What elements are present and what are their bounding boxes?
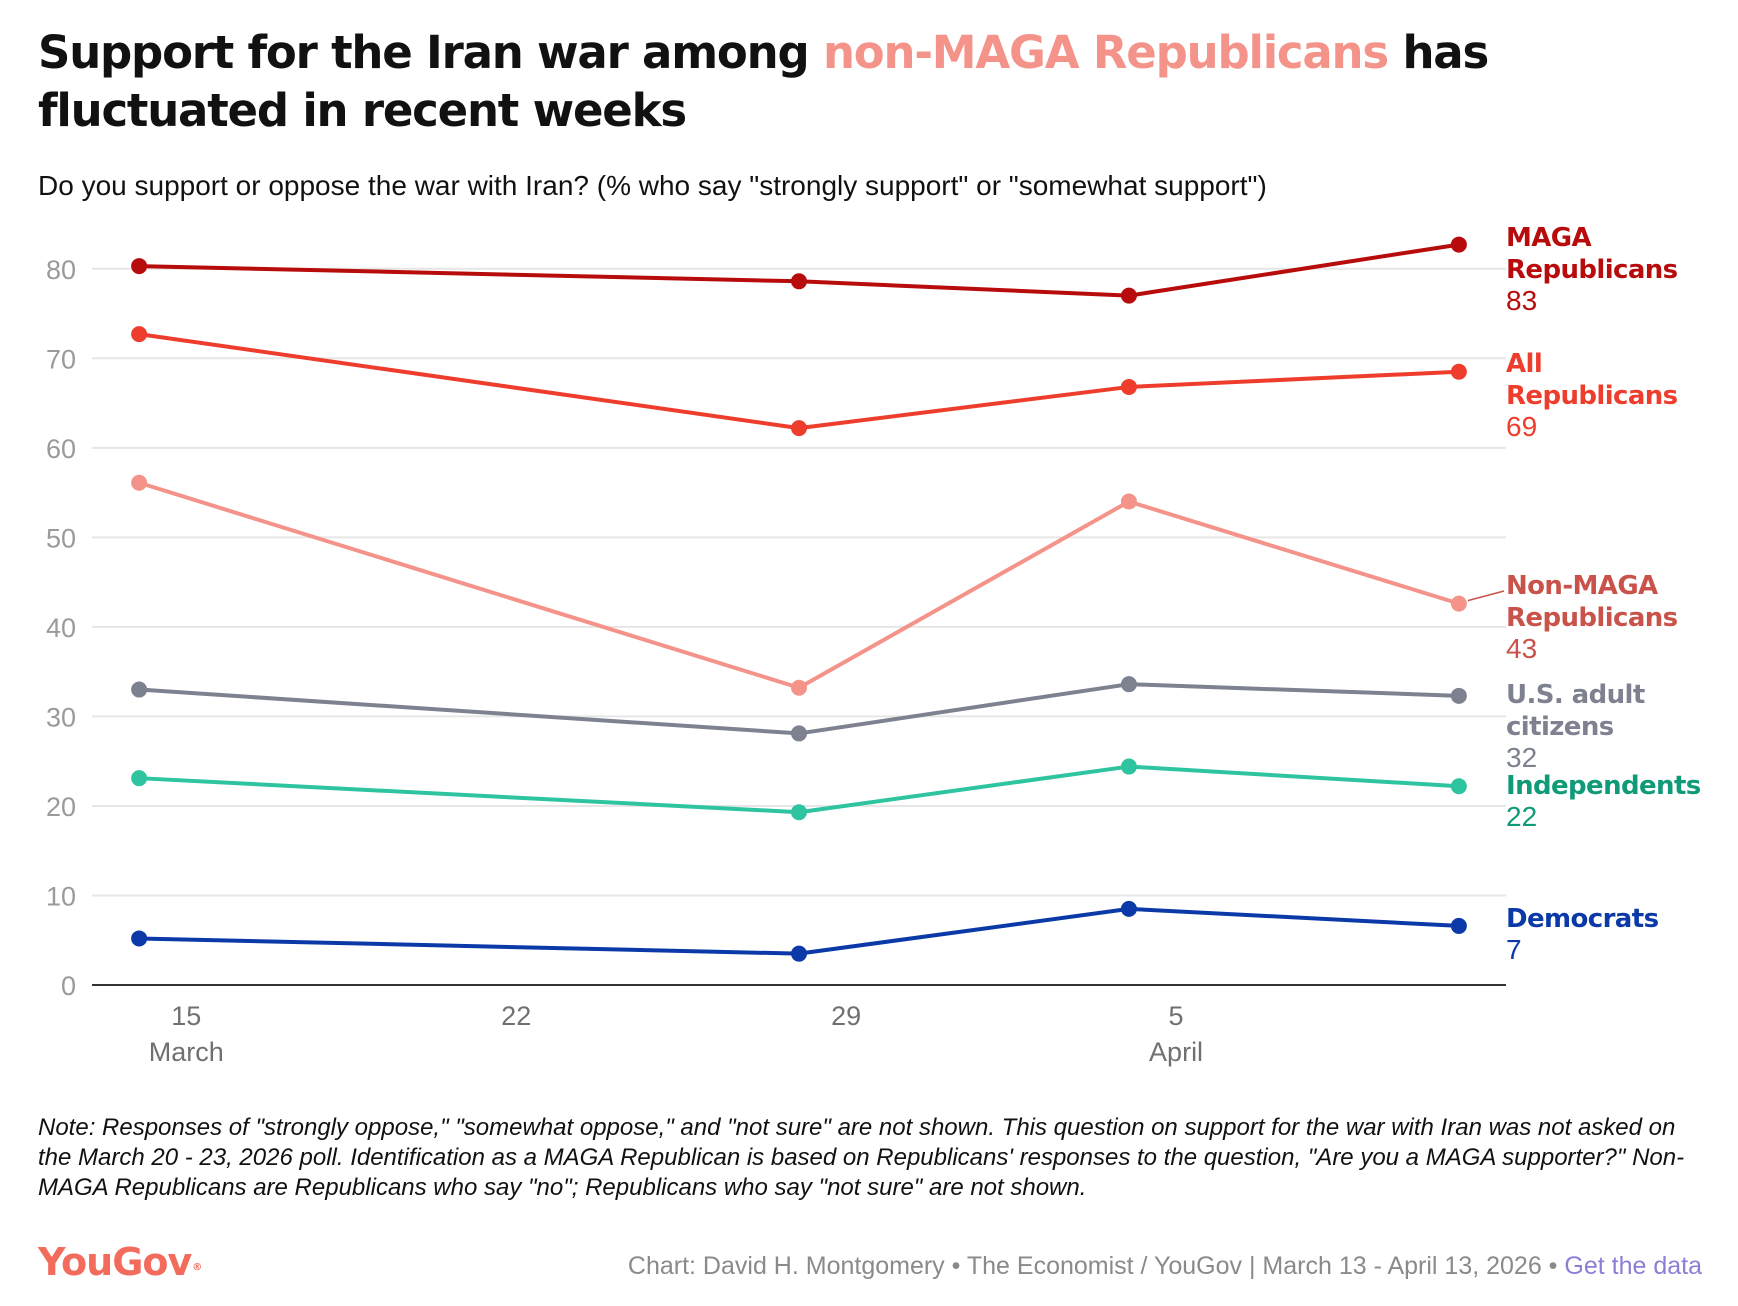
y-tick-label-40: 40 [46,613,76,643]
data-point-democrats-0 [131,930,148,947]
series-label-independents-line-0: Independents [1506,771,1701,801]
title-highlight: non-MAGA Republicans [822,26,1389,79]
title-part-1: Support for the Iran war among [38,26,823,79]
data-point-non-maga-republicans-2 [1120,493,1137,510]
series-end-value-all-republicans: 69 [1506,411,1537,442]
chart-credit: Chart: David H. Montgomery • The Economi… [628,1250,1702,1282]
data-point-all-republicans-2 [1120,378,1137,395]
logo-text: YouGov [38,1240,192,1284]
x-axis-ticks: 15 March 22 29 5 April [149,1001,1203,1067]
series-label-democrats-line-0: Democrats [1506,904,1659,934]
y-axis-ticks: 0 10 20 30 40 50 60 70 80 [46,255,76,1001]
series-line-u-s-adult-citizens [137,682,1461,736]
series-label-all-republicans-line-0: All [1506,349,1542,379]
data-point-non-maga-republicans-3 [1450,595,1467,612]
series-line-independents [137,764,1461,815]
y-tick-label-10: 10 [46,881,76,911]
data-point-u-s-adult-citizens-0 [131,681,148,698]
data-point-maga-republicans-3 [1450,236,1467,253]
gridlines [92,267,1506,986]
series-label-all-republicans-line-1: Republicans [1506,381,1678,411]
series-label-non-maga-republicans-line-0: Non-MAGA [1506,571,1658,601]
credit-text: Chart: David H. Montgomery • The Economi… [627,1252,1565,1280]
x-tick-day-2: 29 [831,1001,861,1031]
series-label-u-s-adult-citizens-line-1: citizens [1506,712,1614,742]
series-end-value-u-s-adult-citizens: 32 [1506,742,1537,773]
x-tick-month-3: April [1149,1037,1203,1067]
series-line-democrats [137,906,1461,956]
registered-mark: ® [192,1262,202,1273]
data-point-all-republicans-1 [791,420,807,437]
y-tick-label-80: 80 [46,255,76,285]
y-tick-label-50: 50 [46,523,76,553]
label-leader-non-maga-republicans [1467,590,1505,602]
chart-subtitle: Do you support or oppose the war with Ir… [38,170,1267,201]
data-point-democrats-3 [1450,917,1467,934]
y-tick-label-0: 0 [61,971,76,1001]
series-label-non-maga-republicans-line-1: Republicans [1506,603,1678,633]
data-point-all-republicans-0 [131,326,148,343]
get-the-data-link[interactable]: Get the data [1564,1252,1702,1280]
yougov-logo: YouGov® [38,1240,202,1284]
series-line-maga-republicans [137,242,1461,298]
line-chart: 0 10 20 30 40 50 60 70 80 15 March 22 29 5 April MAGA… [46,223,1701,1067]
series-line-all-republicans [137,332,1461,431]
x-tick-month-0: March [149,1037,224,1067]
title-part-2: has fluctuated in recent weeks [38,26,1489,137]
data-point-u-s-adult-citizens-3 [1450,687,1467,704]
data-point-democrats-1 [791,945,807,962]
data-point-maga-republicans-2 [1120,287,1137,304]
y-tick-label-70: 70 [46,344,76,374]
y-tick-label-20: 20 [46,792,76,822]
series-lines [131,236,1467,962]
series-label-maga-republicans-line-0: MAGA [1506,223,1592,253]
series-line-non-maga-republicans [137,480,1461,690]
x-tick-day-0: 15 [171,1001,201,1031]
series-label-maga-republicans-line-1: Republicans [1506,255,1678,285]
series-end-value-maga-republicans: 83 [1506,285,1537,316]
data-point-non-maga-republicans-0 [131,474,148,491]
chart-note: Note: Responses of "strongly oppose," "s… [38,1114,1685,1201]
series-end-value-democrats: 7 [1506,934,1522,965]
data-point-maga-republicans-0 [131,258,148,275]
y-tick-label-60: 60 [46,434,76,464]
data-point-independents-0 [131,770,148,787]
data-point-u-s-adult-citizens-1 [791,725,807,742]
series-end-value-independents: 22 [1506,801,1537,832]
series-label-u-s-adult-citizens-line-0: U.S. adult [1506,680,1645,710]
data-point-independents-2 [1120,758,1137,775]
data-point-independents-3 [1450,778,1467,795]
series-end-value-non-maga-republicans: 43 [1506,633,1537,664]
x-tick-day-1: 22 [501,1001,531,1031]
data-point-all-republicans-3 [1450,363,1467,380]
x-tick-day-3: 5 [1169,1001,1184,1031]
data-point-u-s-adult-citizens-2 [1120,676,1137,693]
y-tick-label-30: 30 [46,702,76,732]
data-point-maga-republicans-1 [791,273,807,290]
data-point-independents-1 [791,804,807,821]
data-point-democrats-2 [1120,900,1137,917]
series-labels: MAGARepublicans83AllRepublicans69Non-MAG… [1467,223,1701,965]
data-point-non-maga-republicans-1 [791,679,807,696]
chart-title: Support for the Iran war among non-MAGA … [38,24,1698,140]
